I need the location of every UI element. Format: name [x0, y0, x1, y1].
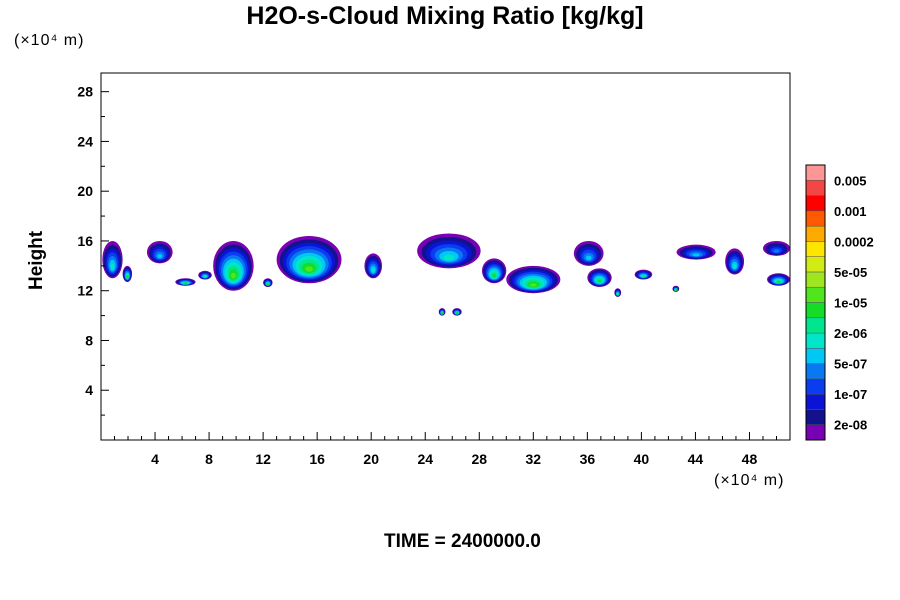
cloud-cell [122, 265, 133, 283]
cloud-cell [438, 308, 446, 316]
cloud-cell [587, 268, 612, 287]
cloud-cell [263, 278, 273, 287]
cloud-cell [762, 240, 790, 256]
x-tick-label: 24 [417, 451, 433, 467]
cloud-contour [266, 283, 270, 286]
cloud-cell [573, 240, 604, 266]
cloud-cell [364, 253, 383, 279]
colorbar-swatch [805, 424, 826, 441]
cloud-cell [417, 233, 481, 269]
y-tick-label: 8 [85, 332, 93, 348]
x-tick-label: 48 [742, 451, 758, 467]
cloud-cell [676, 244, 716, 260]
cloud-contour [641, 275, 645, 278]
cloud-contour [203, 275, 207, 279]
x-tick-label: 44 [688, 451, 704, 467]
cloud-cell [452, 308, 462, 316]
cloud-cell [506, 265, 561, 294]
colorbar-swatch [805, 302, 826, 319]
colorbar-label: 2e-06 [834, 326, 867, 341]
cloud-contour [231, 272, 236, 279]
cloud-contour [692, 253, 700, 257]
colorbar-swatch [805, 393, 826, 410]
colorbar-swatch [805, 409, 826, 425]
colorbar-swatch [805, 195, 826, 212]
cloud-contour [616, 293, 620, 296]
cloud-cell [767, 273, 790, 286]
colorbar-swatch [805, 225, 826, 242]
cloud-contour [455, 312, 459, 315]
x-tick-label: 32 [526, 451, 542, 467]
colorbar-swatch [805, 348, 826, 364]
cloud-cell [198, 270, 212, 280]
cloud-contour [597, 280, 602, 283]
y-tick-label: 20 [77, 183, 93, 199]
y-tick-label: 24 [77, 133, 93, 149]
cloud-contour [440, 312, 444, 315]
cloud-cell [175, 278, 196, 286]
colorbar-label: 0.0002 [834, 234, 874, 249]
cloud-contour [530, 283, 537, 287]
cloud-contour [157, 254, 163, 259]
cloud-cell [634, 269, 653, 280]
y-tick-label: 28 [77, 84, 93, 100]
plot-frame [100, 72, 791, 441]
y-tick-label: 4 [85, 382, 93, 398]
cloud-contour [777, 280, 781, 284]
cloud-contour [183, 282, 187, 285]
colorbar-swatch [805, 210, 826, 227]
y-axis-unit: (×10⁴ m) [14, 32, 85, 49]
x-tick-label: 12 [255, 451, 271, 467]
x-tick-label: 36 [580, 451, 596, 467]
x-axis-unit: (×10⁴ m) [714, 472, 785, 489]
cloud-contour [371, 268, 375, 273]
cloud-cell [146, 240, 173, 264]
colorbar-swatch [805, 164, 826, 181]
colorbar-label: 5e-05 [834, 265, 867, 280]
colorbar-frame [805, 164, 826, 441]
y-tick-label: 12 [77, 283, 93, 299]
colorbar-swatch [805, 286, 826, 303]
colorbar-label: 0.001 [834, 204, 867, 219]
cloud-cell [213, 240, 254, 291]
cloud-contour [443, 254, 455, 261]
x-tick-label: 40 [634, 451, 650, 467]
x-tick-label: 8 [205, 451, 213, 467]
x-tick-label: 16 [309, 451, 325, 467]
colorbar-swatch [805, 378, 826, 395]
colorbar-swatch [805, 256, 826, 273]
cloud-contour [305, 266, 313, 272]
colorbar-swatch [805, 363, 826, 380]
colorbar-swatch [805, 332, 826, 349]
cloud-contour [674, 288, 678, 292]
colorbar-swatch [805, 180, 826, 196]
colorbar-label: 1e-05 [834, 296, 867, 311]
colorbar-swatch [805, 271, 826, 288]
colorbar-swatch [805, 241, 826, 257]
x-tick-label: 20 [363, 451, 379, 467]
cloud-contour [492, 274, 496, 278]
cloud-contour [585, 255, 592, 261]
chart-title: H2O-s-Cloud Mixing Ratio [kg/kg] [246, 2, 644, 30]
cloud-cell [672, 285, 680, 292]
cloud-contour [125, 275, 129, 279]
cloud-contour [733, 264, 737, 269]
cloud-contour [773, 249, 780, 253]
x-tick-label: 4 [151, 451, 159, 467]
colorbar-label: 1e-07 [834, 387, 867, 402]
colorbar-label: 0.005 [834, 173, 867, 188]
cloud-cell [276, 235, 342, 284]
y-tick-label: 16 [77, 233, 93, 249]
cloud-cell [102, 240, 123, 279]
colorbar-label: 5e-07 [834, 357, 867, 372]
cloud-cell [481, 258, 507, 284]
colorbar-label: 2e-08 [834, 418, 867, 433]
cloud-contour [110, 263, 115, 270]
colorbar-swatch [805, 317, 826, 334]
cloud-cell [614, 288, 622, 297]
x-tick-label: 28 [471, 451, 487, 467]
cloud-cell [725, 248, 745, 275]
time-label: TIME = 2400000.0 [384, 531, 541, 552]
